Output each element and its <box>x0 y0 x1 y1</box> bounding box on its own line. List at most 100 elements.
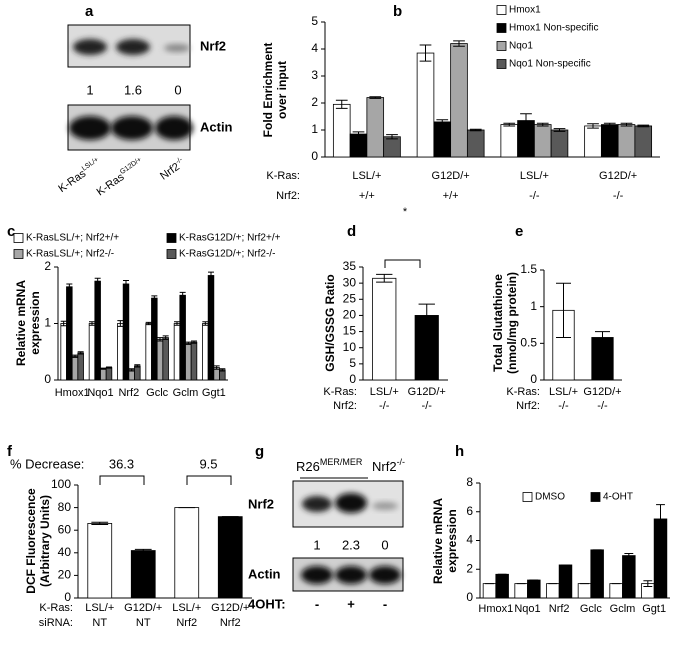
error-bar <box>553 128 566 132</box>
y-tick-label: 2 <box>466 561 473 575</box>
bar <box>145 323 152 381</box>
bar <box>584 125 602 158</box>
x-tick-label: Nrf2 <box>118 387 139 399</box>
x-tick-label: LSL/+ <box>549 386 578 398</box>
x-tick-label: +/+ <box>359 190 375 202</box>
x-tick-label: Gclm <box>173 387 199 399</box>
error-bar <box>637 124 650 128</box>
panel-letter: f <box>7 443 13 460</box>
error-bar <box>335 99 348 109</box>
panel-letter: e <box>515 223 523 240</box>
bar <box>105 367 113 381</box>
blot-label: Actin <box>248 566 281 581</box>
error-bar <box>352 131 365 137</box>
bar <box>558 564 573 599</box>
category-row-label: siRNA: <box>39 617 73 629</box>
y-tick-label: 20 <box>58 568 72 582</box>
blot-band <box>111 116 153 140</box>
error-bar <box>587 123 599 129</box>
error-bar <box>157 337 163 342</box>
error-bar <box>77 351 84 355</box>
error-bar <box>134 364 141 368</box>
error-bar <box>418 303 435 328</box>
y-tick-label: 10 <box>343 340 357 354</box>
y-tick-label: 0 <box>349 372 356 386</box>
category-row-label: K-Ras: <box>39 602 73 614</box>
panel-letter: a <box>85 3 94 20</box>
bar <box>332 103 351 158</box>
bar <box>190 341 198 381</box>
category-row-label: K-Ras: <box>506 386 540 398</box>
bar <box>134 365 141 381</box>
legend-label: K-RasG12D/+; Nrf2-/- <box>179 249 275 260</box>
y-axis-label: Relative mRNA expression <box>431 497 459 585</box>
blot-band <box>335 493 367 513</box>
y-tick-label: 40 <box>58 545 72 559</box>
blot-band <box>301 566 333 584</box>
bar <box>349 133 368 158</box>
category-row-label: Nrf2: <box>276 190 300 202</box>
bar <box>514 583 528 599</box>
panel-letter: g <box>255 443 264 460</box>
error-bar <box>419 44 432 62</box>
category-row-label: Nrf2: <box>333 400 357 412</box>
y-tick-label: 60 <box>58 522 72 536</box>
legend-swatch <box>166 233 177 243</box>
bar <box>533 124 552 158</box>
lane-label: K-RasG12D/+ <box>94 156 146 198</box>
legend-label: Hmox1 <box>509 5 541 16</box>
error-bar <box>603 122 616 127</box>
error-bar <box>624 552 634 559</box>
lane-superscript: -/- <box>174 156 184 166</box>
group-label: Nrf2-/- <box>372 457 405 474</box>
blot-band <box>335 566 367 584</box>
bar <box>66 286 73 381</box>
y-tick-label: 0 <box>64 590 71 604</box>
lane-superscript: G12D/+ <box>119 156 143 176</box>
blot-quantity: 1 <box>313 537 320 552</box>
bar <box>609 583 623 599</box>
bar <box>450 43 468 158</box>
bar <box>100 368 107 381</box>
lane-superscript: LSL/+ <box>81 156 100 172</box>
blot-band <box>164 44 190 52</box>
blot-label: Nrf2 <box>248 496 274 511</box>
legend-label: K-RasLSL/+; Nrf2-/- <box>26 249 114 260</box>
bar <box>433 121 452 158</box>
bar <box>590 549 604 599</box>
bar <box>185 342 192 381</box>
bar <box>77 352 84 381</box>
blot-band <box>302 496 332 512</box>
legend-swatch <box>496 59 507 69</box>
x-tick-label: G12D/+ <box>211 602 249 614</box>
error-bar <box>66 283 73 291</box>
x-tick-label: Gclc <box>146 387 169 399</box>
y-tick-label: 1 <box>311 122 318 136</box>
bar <box>117 323 124 381</box>
blot-band <box>155 116 193 140</box>
legend-label: 4-OHT <box>603 492 633 503</box>
bar <box>179 294 186 381</box>
bar <box>550 129 569 158</box>
bar <box>634 125 653 158</box>
bar <box>622 555 636 599</box>
y-axis-label: Relative mRNA expression <box>14 279 42 367</box>
bar <box>591 337 614 381</box>
legend-label: Nqo1 <box>509 41 533 52</box>
x-tick-label: LSL/+ <box>520 170 549 182</box>
y-tick-label: 8 <box>466 475 473 489</box>
treatment-value: - <box>315 596 319 611</box>
error-bar <box>191 340 197 344</box>
error-bar <box>72 354 78 358</box>
y-tick-label: 30 <box>343 275 357 289</box>
error-bar <box>151 295 158 301</box>
y-tick-label: 6 <box>466 504 473 518</box>
bar <box>202 323 209 381</box>
error-bar <box>594 331 611 344</box>
x-tick-label: Ggt1 <box>202 387 226 399</box>
error-bar <box>91 521 109 526</box>
panel-letter: d <box>347 223 356 240</box>
legend-label: DMSO <box>535 492 565 503</box>
legend-swatch <box>166 249 177 259</box>
